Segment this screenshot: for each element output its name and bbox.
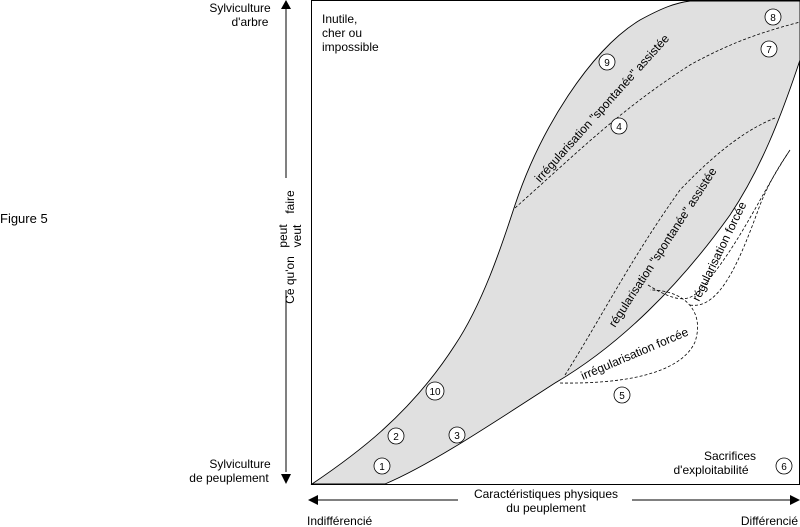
- case-number: 8: [770, 13, 776, 24]
- forced-regularisation-lobe: [689, 149, 791, 306]
- x-axis-arrow-left-icon: [308, 495, 318, 505]
- case-number: 3: [454, 431, 460, 442]
- forced-irregularisation-boundary: [559, 289, 698, 384]
- y-axis-title-main: Ce qu'on: [283, 256, 297, 304]
- case-number: 5: [619, 391, 625, 402]
- case-number: 2: [393, 432, 399, 443]
- y-bottom-label-line-2: de peuplement: [189, 471, 269, 485]
- y-axis-title-end: faire: [283, 190, 297, 214]
- forced-regularisation-boundary: [647, 149, 791, 300]
- regularisation-zone-boundary: [564, 117, 776, 376]
- upper-zone-boundary: [514, 21, 800, 209]
- case-marker: 5: [613, 386, 631, 404]
- y-axis-arrow-up-icon: [281, 0, 291, 9]
- y-axis-title-option-peut: peut: [276, 224, 290, 248]
- case-marker: 10: [425, 381, 445, 401]
- y-axis-title-option-veut: veut: [290, 224, 304, 247]
- region-top-left-line-3: impossible: [322, 40, 379, 54]
- region-bottom-right-line-2: d'exploitabilité: [673, 463, 748, 477]
- y-bottom-label-line-1: Sylviculture: [209, 457, 271, 471]
- region-top-left-line-2: cher ou: [322, 26, 362, 40]
- case-marker: 9: [598, 53, 616, 71]
- y-axis-arrow-down-icon: [281, 474, 291, 484]
- case-number: 10: [429, 387, 441, 398]
- y-top-label-line-2: d'arbre: [232, 15, 269, 29]
- figure-label: Figure 5: [0, 211, 48, 226]
- case-marker: 4: [610, 117, 628, 135]
- case-number: 9: [604, 58, 610, 69]
- case-marker: 3: [448, 426, 466, 444]
- x-axis-left-label: Indifférencié: [307, 514, 372, 527]
- x-axis-title-line-1: Caractéristiques physiques: [474, 487, 618, 501]
- y-top-label-line-1: Sylviculture: [209, 1, 271, 15]
- x-axis-right-label: Différencié: [741, 514, 798, 527]
- case-marker: 1: [373, 457, 391, 475]
- case-marker: 2: [387, 427, 405, 445]
- x-axis-arrow-right-icon: [790, 495, 800, 505]
- x-axis-title-line-2: du peuplement: [506, 501, 586, 515]
- case-marker: 6: [775, 457, 793, 475]
- case-number: 1: [379, 462, 385, 473]
- feasible-band: [310, 0, 800, 485]
- case-number: 6: [781, 462, 787, 473]
- region-top-left-line-1: Inutile,: [322, 12, 357, 26]
- case-number: 4: [616, 122, 622, 133]
- region-bottom-right-line-1: Sacrifices: [704, 449, 756, 463]
- case-number: 7: [766, 45, 772, 56]
- case-marker: 7: [760, 40, 778, 58]
- case-marker: 8: [764, 8, 782, 26]
